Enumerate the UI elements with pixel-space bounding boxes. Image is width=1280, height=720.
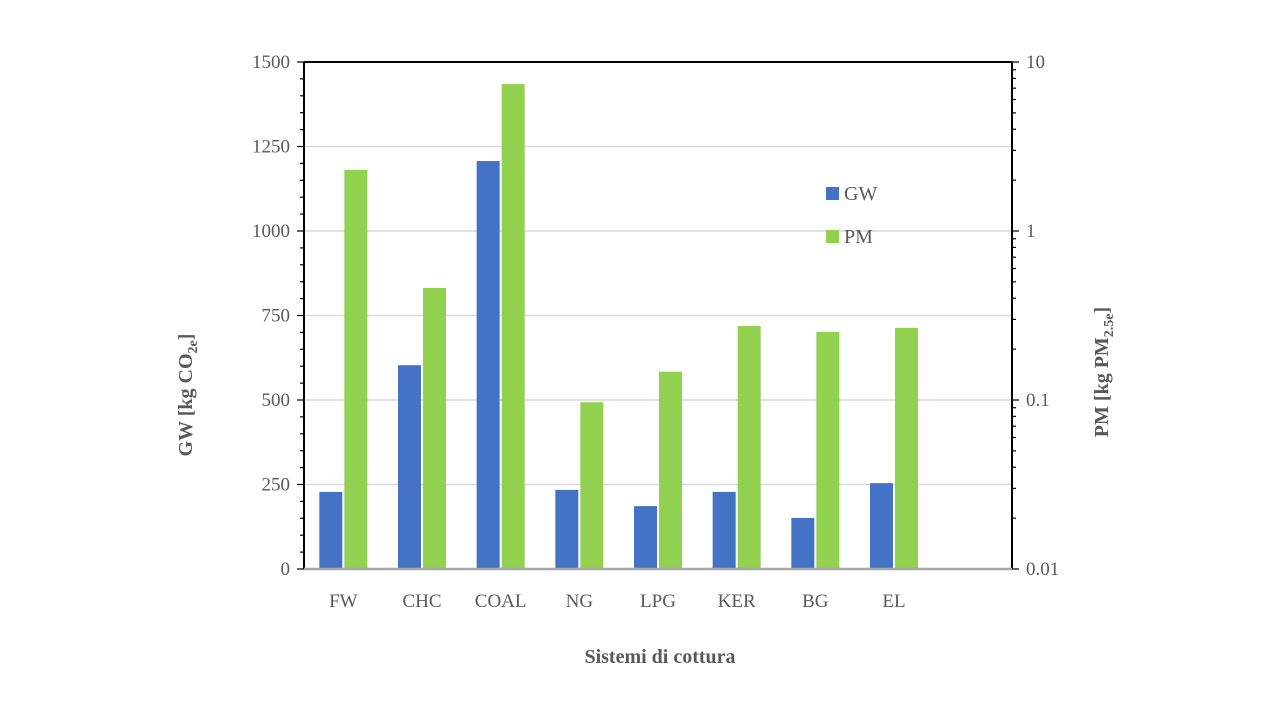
- y-tick-label: 250: [262, 475, 291, 496]
- bar-gw-bg: [791, 517, 815, 569]
- y-tick-label: 1000: [252, 221, 290, 242]
- y-tick-label: 1250: [252, 137, 290, 158]
- y2-tick-label: 1: [1026, 221, 1036, 242]
- y2-axis-title-part: PM [kg PM: [1091, 337, 1113, 437]
- bar-gw-ker: [712, 491, 736, 569]
- bar-pm-coal: [501, 84, 525, 569]
- bar-pm-fw: [344, 169, 368, 570]
- x-tick-label: CHC: [402, 591, 441, 612]
- legend-label-gw: GW: [844, 183, 877, 205]
- bar-gw-lpg: [634, 506, 657, 569]
- bar-pm-chc: [423, 287, 446, 569]
- bar-pm-ker: [737, 326, 761, 569]
- y-tick-label: 0: [281, 559, 291, 580]
- bar-pm-bg: [816, 331, 840, 569]
- y2-axis-title-part: ]: [1091, 307, 1113, 314]
- y2-axis-title: PM [kg PM2.5e]: [1091, 307, 1117, 437]
- y-axis-title-part: 2e: [186, 340, 201, 353]
- bar-gw-coal: [476, 161, 500, 569]
- x-tick-label: LPG: [640, 591, 676, 612]
- bar-gw-fw: [319, 491, 343, 569]
- x-tick-label: BG: [802, 591, 829, 612]
- legend-swatch-pm: [826, 230, 839, 243]
- bar-gw-ng: [555, 489, 579, 569]
- y2-tick-label: 10: [1026, 52, 1045, 73]
- x-tick-label: NG: [566, 591, 594, 612]
- bar-pm-ng: [580, 402, 604, 569]
- y-axis-title-part: ]: [175, 334, 197, 341]
- x-axis-title: Sistemi di cottura: [584, 646, 735, 668]
- x-tick-label: FW: [329, 591, 358, 612]
- y-tick-label: 750: [262, 306, 291, 327]
- bar-pm-lpg: [659, 371, 682, 569]
- y2-axis-title-part: 2.5e: [1102, 313, 1117, 337]
- bar-gw-el: [870, 483, 893, 569]
- x-tick-label: EL: [882, 591, 905, 612]
- y-axis-title: GW [kg CO2e]: [175, 334, 201, 457]
- y-axis-title-part: GW [kg CO: [175, 353, 197, 456]
- y-tick-label: 1500: [252, 52, 290, 73]
- x-tick-label: KER: [718, 591, 756, 612]
- legend-label-pm: PM: [844, 226, 873, 248]
- y2-tick-label: 0.1: [1026, 390, 1050, 411]
- bar-pm-el: [895, 327, 918, 569]
- x-tick-label: COAL: [475, 591, 527, 612]
- bar-gw-chc: [398, 365, 421, 569]
- legend-swatch-gw: [826, 187, 839, 200]
- y2-tick-label: 0.01: [1026, 559, 1059, 580]
- y-tick-label: 500: [262, 390, 291, 411]
